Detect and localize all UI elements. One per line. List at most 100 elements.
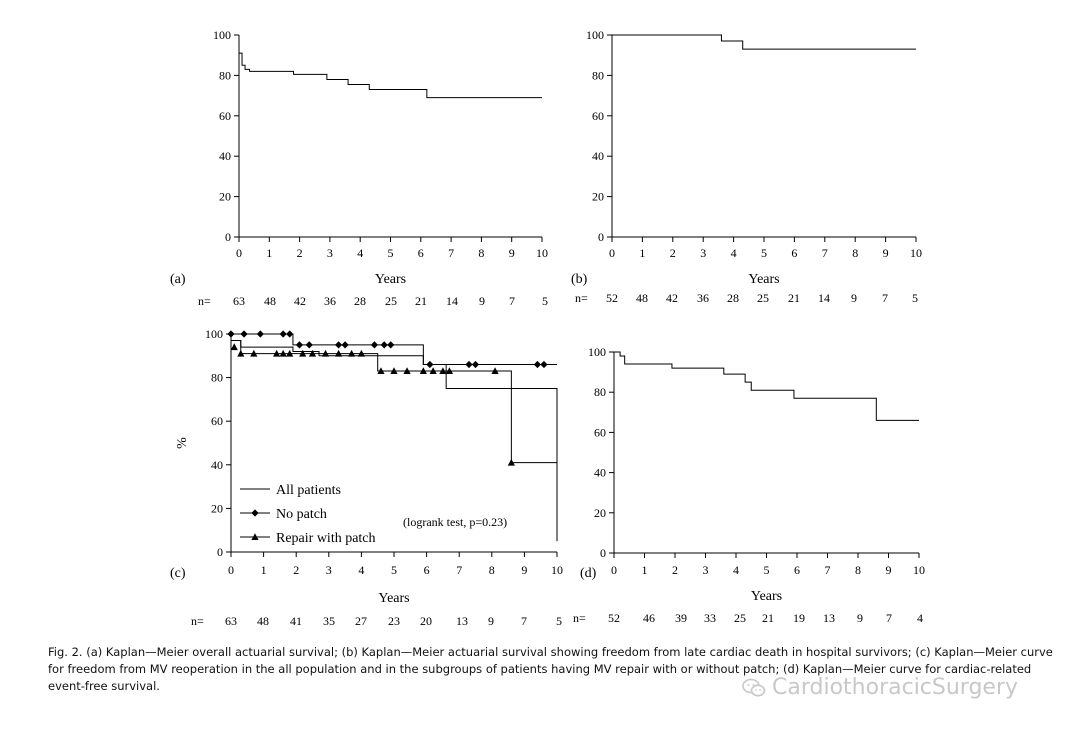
n-at-risk-value: 25 xyxy=(385,294,397,308)
diamond-marker xyxy=(471,360,480,369)
x-tick-label: 4 xyxy=(358,563,364,577)
n-at-risk-value: 42 xyxy=(294,294,306,308)
diamond-marker xyxy=(279,330,287,338)
triangle-marker xyxy=(429,367,437,375)
x-tick-label: 1 xyxy=(642,563,648,577)
n-at-risk-value: 7 xyxy=(509,294,515,308)
x-tick-label: 5 xyxy=(761,246,767,260)
n-at-risk-value: 21 xyxy=(415,294,427,308)
n-at-risk-value: 21 xyxy=(762,611,774,625)
y-tick-label: 80 xyxy=(592,68,604,82)
x-tick-label: 8 xyxy=(478,246,484,260)
panel-label: (d) xyxy=(580,566,597,581)
logrank-annotation: (logrank test, p=0.23) xyxy=(403,515,507,529)
triangle-marker xyxy=(377,367,385,375)
n-at-risk-value: 27 xyxy=(355,614,367,628)
chart-panel-2: 0 20 40 60 80 100 0 1 2 3 4 5 6 7 8 9 10 (b) Years n= 52 48 42… xyxy=(571,28,922,305)
x-tick-label: 7 xyxy=(825,563,831,577)
y-tick-label: 20 xyxy=(219,190,231,204)
diamond-marker xyxy=(370,341,379,349)
x-tick-label: 0 xyxy=(611,563,617,577)
n-at-risk-value: 9 xyxy=(851,291,857,305)
x-tick-label: 4 xyxy=(357,246,363,260)
n-at-risk-value: 36 xyxy=(324,294,336,308)
y-tick-label: 40 xyxy=(211,458,223,472)
y-tick-label: 100 xyxy=(213,28,231,42)
diamond-marker xyxy=(240,330,248,338)
n-at-risk-value: 14 xyxy=(818,291,830,305)
y-tick-label: 40 xyxy=(594,466,606,480)
n-at-risk-value: 7 xyxy=(521,614,527,628)
x-tick-label: 0 xyxy=(609,246,615,260)
diamond-marker xyxy=(334,341,343,349)
legend-label: Repair with patch xyxy=(276,531,376,546)
diamond-marker xyxy=(540,360,548,369)
y-axis-label: % xyxy=(175,437,190,449)
survival-curve-1 xyxy=(612,34,916,50)
triangle-marker xyxy=(273,349,281,357)
x-tick-label: 9 xyxy=(521,563,527,577)
triangle-marker xyxy=(419,367,427,375)
y-tick-label: 20 xyxy=(592,190,604,204)
triangle-marker xyxy=(321,349,330,357)
y-tick-label: 0 xyxy=(217,545,223,559)
chart-panel-1: 0 20 40 60 80 100 0 1 2 3 4 5 6 7 8 9 10 (a) Years n= 63 48 42… xyxy=(170,28,548,308)
y-tick-label: 100 xyxy=(588,345,606,359)
watermark-text: CardiothoracicSurgery xyxy=(772,675,1019,700)
survival-curve-1 xyxy=(614,351,919,421)
y-tick-label: 0 xyxy=(598,230,604,244)
n-at-risk-value: 14 xyxy=(446,294,458,308)
n-at-risk-value: 19 xyxy=(793,611,805,625)
diamond-marker xyxy=(341,341,349,349)
n-at-risk-value: 39 xyxy=(675,611,687,625)
x-tick-label: 1 xyxy=(639,246,645,260)
x-axis-label: Years xyxy=(748,272,779,287)
chart-legend: All patients No patch Repair with patch xyxy=(240,483,376,546)
x-tick-label: 4 xyxy=(731,246,737,260)
n-at-risk-value: 20 xyxy=(420,614,432,628)
y-tick-label: 0 xyxy=(225,230,231,244)
x-tick-label: 1 xyxy=(266,246,272,260)
triangle-marker xyxy=(230,343,238,351)
x-tick-label: 5 xyxy=(764,563,770,577)
triangle-marker xyxy=(237,349,245,357)
figure-caption: Fig. 2. (a) Kaplan—Meier overall actuari… xyxy=(48,645,1053,693)
x-tick-label: 10 xyxy=(910,246,922,260)
y-tick-label: 60 xyxy=(592,109,604,123)
survival-curve-2 xyxy=(231,333,557,366)
triangle-marker xyxy=(308,349,317,357)
n-at-risk-value: 46 xyxy=(643,611,655,625)
x-tick-label: 2 xyxy=(297,246,303,260)
x-tick-label: 6 xyxy=(794,563,800,577)
y-tick-label: 40 xyxy=(592,149,604,163)
x-tick-label: 1 xyxy=(261,563,267,577)
x-tick-label: 0 xyxy=(236,246,242,260)
n-at-risk-value: 23 xyxy=(388,614,400,628)
x-tick-label: 2 xyxy=(672,563,678,577)
y-tick-label: 20 xyxy=(211,501,223,515)
x-tick-label: 9 xyxy=(509,246,515,260)
legend-label: All patients xyxy=(276,483,341,498)
x-tick-label: 5 xyxy=(391,563,397,577)
panel-label: (b) xyxy=(571,272,588,287)
x-tick-label: 8 xyxy=(489,563,495,577)
y-tick-label: 60 xyxy=(219,109,231,123)
y-tick-label: 40 xyxy=(219,149,231,163)
n-at-risk-value: 33 xyxy=(704,611,716,625)
diamond-marker xyxy=(533,360,542,369)
n-at-risk-value: 5 xyxy=(542,294,548,308)
n-at-risk-value: 13 xyxy=(823,611,835,625)
triangle-marker xyxy=(403,367,411,375)
n-at-risk-value: 35 xyxy=(323,614,335,628)
x-tick-label: 2 xyxy=(670,246,676,260)
survival-curve-3 xyxy=(231,340,557,464)
x-tick-label: 3 xyxy=(326,563,332,577)
x-tick-label: 10 xyxy=(913,563,925,577)
n-at-risk-value: 25 xyxy=(757,291,769,305)
x-tick-label: 7 xyxy=(822,246,828,260)
diamond-marker xyxy=(256,330,264,338)
n-at-risk-value: 5 xyxy=(912,291,918,305)
panel-label: (a) xyxy=(170,272,186,287)
